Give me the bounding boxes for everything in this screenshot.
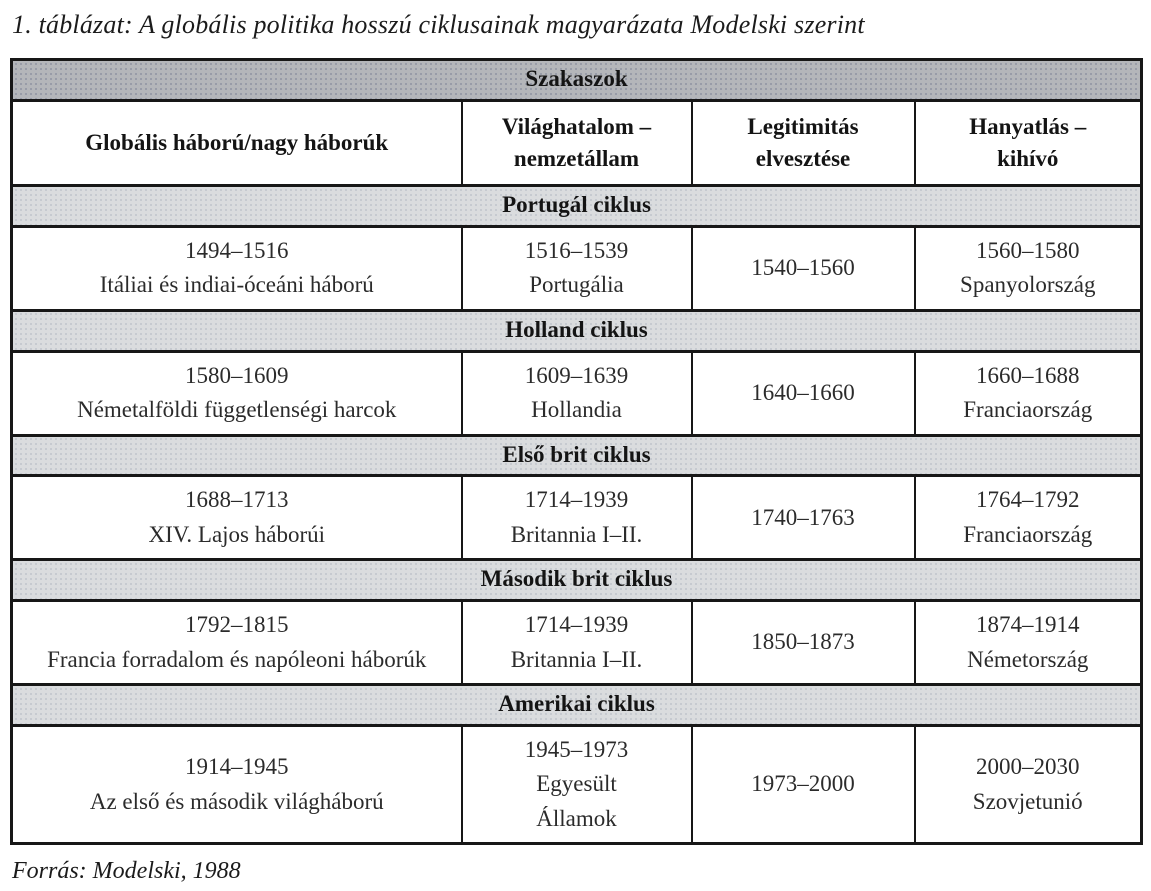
modelski-long-cycles-table: Szakaszok Globális háború/nagy háborúk V… <box>10 58 1143 846</box>
table-cell-decline: 1660–1688 Franciaország <box>913 349 1143 437</box>
column-header-world-power: Világhatalom – nemzetállam <box>460 98 693 188</box>
section-band-row-first-british: Első brit ciklus <box>10 433 1143 478</box>
table-cell-world-power: 1945–1973 Egyesült Államok <box>460 723 693 846</box>
table-cell-global-war: 1494–1516 Itáliai és indiai-óceáni hábor… <box>10 224 463 312</box>
table-row-dutch: 1580–1609 Németalföldi függetlenségi har… <box>10 349 1143 437</box>
section-band-portuguese: Portugál ciklus <box>10 184 1143 228</box>
section-band-row-dutch: Holland ciklus <box>10 308 1143 353</box>
section-band-american: Amerikai ciklus <box>10 683 1143 727</box>
table-cell-global-war: 1792–1815 Francia forradalom és napóleon… <box>10 599 463 687</box>
table-row-first-british: 1688–1713 XIV. Lajos háborúi 1714–1939 B… <box>10 474 1143 562</box>
table-cell-global-war: 1914–1945 Az első és második világháború <box>10 723 463 846</box>
section-band-second-british: Második brit ciklus <box>10 558 1143 603</box>
table-cell-legitimacy: 1850–1873 <box>690 599 916 687</box>
table-cell-legitimacy: 1640–1660 <box>690 349 916 437</box>
table-cell-decline: 1764–1792 Franciaország <box>913 474 1143 562</box>
table-row-second-british: 1792–1815 Francia forradalom és napóleon… <box>10 599 1143 687</box>
table-cell-world-power: 1714–1939 Britannia I–II. <box>460 474 693 562</box>
table-cell-legitimacy: 1973–2000 <box>690 723 916 846</box>
source-note: Forrás: Modelski, 1988 <box>12 858 241 885</box>
table-cell-decline: 1560–1580 Spanyolország <box>913 224 1143 312</box>
table-cell-global-war: 1688–1713 XIV. Lajos háborúi <box>10 474 463 562</box>
table-cell-decline: 2000–2030 Szovjetunió <box>913 723 1143 846</box>
column-header-legitimacy-loss: Legitimitás elvesztése <box>690 98 916 188</box>
table-row-portuguese: 1494–1516 Itáliai és indiai-óceáni hábor… <box>10 224 1143 312</box>
table-title: 1. táblázat: A globális politika hosszú … <box>12 10 865 39</box>
section-band-row-second-british: Második brit ciklus <box>10 558 1143 603</box>
table-band-row: Szakaszok <box>10 58 1143 102</box>
section-band-row-portuguese: Portugál ciklus <box>10 184 1143 228</box>
section-band-dutch: Holland ciklus <box>10 308 1143 353</box>
table-cell-legitimacy: 1740–1763 <box>690 474 916 562</box>
table-cell-world-power: 1714–1939 Britannia I–II. <box>460 599 693 687</box>
table-cell-world-power: 1609–1639 Hollandia <box>460 349 693 437</box>
column-header-global-war: Globális háború/nagy háborúk <box>10 98 463 188</box>
table-cell-decline: 1874–1914 Németország <box>913 599 1143 687</box>
table-row-american: 1914–1945 Az első és második világháború… <box>10 723 1143 846</box>
section-band-first-british: Első brit ciklus <box>10 433 1143 478</box>
section-band-row-american: Amerikai ciklus <box>10 683 1143 727</box>
table-cell-world-power: 1516–1539 Portugália <box>460 224 693 312</box>
table-cell-global-war: 1580–1609 Németalföldi függetlenségi har… <box>10 349 463 437</box>
table-band-szakaszok: Szakaszok <box>10 58 1143 102</box>
column-header-decline-challenger: Hanyatlás – kihívó <box>913 98 1143 188</box>
column-header-row: Globális háború/nagy háborúk Világhatalo… <box>10 98 1143 188</box>
table-cell-legitimacy: 1540–1560 <box>690 224 916 312</box>
